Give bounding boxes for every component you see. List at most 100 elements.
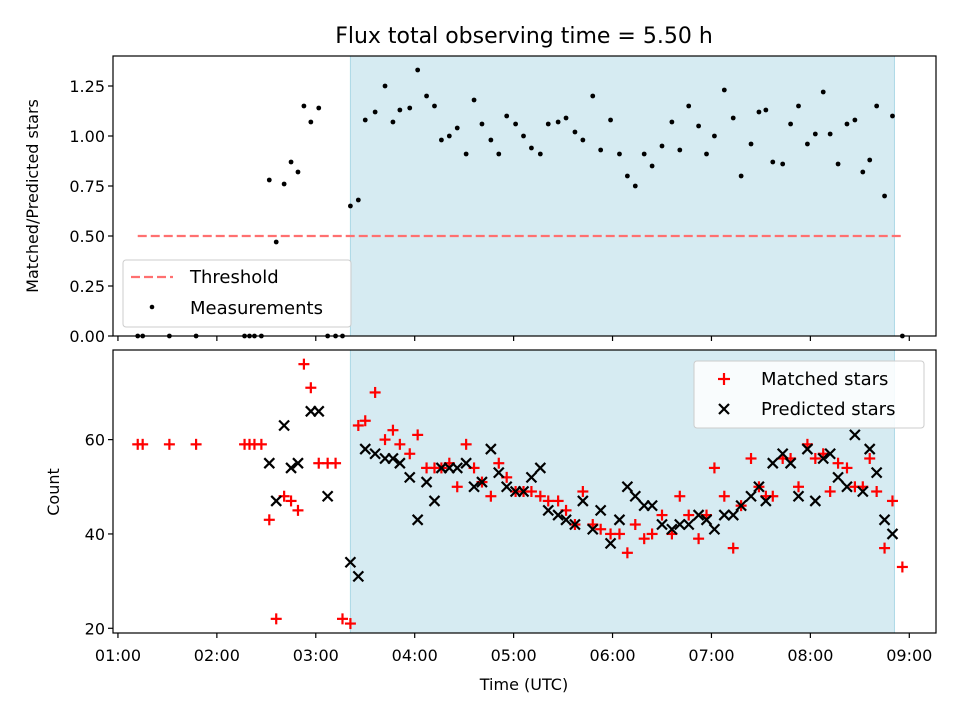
predicted-star-point — [613, 514, 626, 526]
measurement-point — [590, 93, 596, 99]
top-y-tick-label: 1.00 — [69, 127, 105, 146]
matched-star-point — [298, 358, 310, 370]
measurement-point — [288, 159, 294, 165]
measurement-point — [504, 113, 510, 119]
matched-star-point — [387, 424, 399, 436]
predicted-star-point — [735, 499, 747, 512]
measurement-point — [273, 239, 279, 245]
matched-star-point — [394, 438, 406, 450]
measurement-point — [537, 151, 543, 157]
matched-star-point — [255, 438, 267, 450]
matched-star-point — [613, 528, 625, 540]
measurement-point — [424, 93, 429, 99]
measurement-point — [874, 103, 880, 109]
predicted-star-point — [849, 429, 861, 441]
predicted-stars-points — [263, 405, 899, 583]
legend-predicted-swatch — [718, 403, 730, 415]
predicted-star-point — [767, 457, 779, 469]
x-tick-label: 04:00 — [392, 646, 438, 665]
predicted-star-point — [285, 462, 297, 474]
measurement-point — [496, 151, 502, 157]
measurement-point — [738, 173, 744, 179]
measurement-point — [852, 117, 858, 123]
matched-star-point — [809, 452, 821, 464]
matched-star-point — [352, 419, 364, 431]
predicted-star-point — [682, 518, 695, 531]
matched-star-point — [896, 561, 908, 573]
matched-star-point — [727, 542, 739, 554]
top-legend: Threshold Measurements — [122, 259, 352, 328]
legend-measurements-label: Measurements — [190, 298, 323, 319]
measurement-point — [686, 103, 692, 109]
predicted-star-point — [646, 499, 658, 512]
top-panel: Flux total observing time = 5.50 h 0.000… — [23, 24, 937, 346]
measurement-point — [712, 133, 717, 139]
measurement-point — [316, 105, 322, 111]
predicted-star-point — [278, 419, 290, 432]
predicted-star-point — [760, 495, 772, 507]
predicted-star-point — [352, 570, 365, 583]
predicted-star-point — [708, 523, 721, 536]
predicted-star-point — [857, 485, 869, 498]
measurement-point — [696, 123, 701, 129]
measurement-point — [355, 197, 361, 203]
bottom-panel: 20 40 60 01:00 02:00 03:00 04:00 05:00 06:00 07:… — [44, 349, 937, 694]
predicted-star-point — [801, 443, 814, 455]
matched-star-point — [542, 495, 554, 507]
measurement-point — [362, 117, 368, 123]
measurement-point — [372, 109, 378, 115]
matched-star-point — [336, 613, 348, 625]
measurement-point — [788, 121, 793, 127]
measurement-point — [432, 103, 437, 109]
measurement-point — [471, 97, 477, 103]
predicted-star-point — [666, 523, 678, 536]
matched-star-point — [646, 528, 658, 540]
top-y-tick-label: 0.50 — [69, 227, 105, 246]
measurement-point — [649, 163, 655, 169]
measurement-point — [748, 141, 754, 147]
predicted-star-point — [656, 518, 668, 531]
matched-star-point — [493, 457, 505, 469]
matched-star-point — [824, 486, 836, 497]
predicted-star-point — [369, 447, 381, 460]
measurement-point — [617, 151, 622, 157]
predicted-star-point — [263, 457, 276, 469]
measurement-point — [454, 125, 460, 131]
matched-star-point — [552, 495, 564, 507]
matched-star-point — [629, 519, 641, 531]
matched-star-point — [886, 495, 898, 507]
matched-star-point — [292, 504, 304, 516]
matched-star-point — [330, 457, 342, 469]
predicted-star-point — [674, 518, 686, 531]
matched-star-point — [263, 514, 275, 526]
measurement-point — [521, 133, 526, 139]
top-legend-box — [122, 259, 352, 328]
measurement-point — [624, 173, 630, 179]
predicted-star-point — [292, 457, 304, 469]
predicted-star-point — [784, 457, 797, 469]
top-y-tick-label: 1.25 — [69, 77, 105, 96]
matched-star-point — [683, 509, 695, 521]
matched-star-point — [190, 438, 202, 450]
predicted-star-point — [321, 490, 334, 502]
predicted-star-point — [718, 509, 731, 521]
bottom-x-ticks: 01:00 02:00 03:00 04:00 05:00 06:00 07:00 08:00… — [95, 633, 932, 665]
matched-star-point — [841, 462, 853, 474]
predicted-star-point — [534, 462, 547, 474]
matched-star-point — [285, 495, 297, 507]
measurement-point — [820, 89, 826, 95]
x-tick-label: 07:00 — [688, 646, 734, 665]
predicted-star-point — [863, 443, 876, 455]
measurement-point — [659, 143, 665, 149]
matched-star-point — [595, 523, 607, 535]
predicted-star-point — [420, 476, 433, 488]
measurement-point — [446, 133, 452, 139]
predicted-star-point — [886, 528, 899, 540]
predicted-star-point — [344, 556, 357, 569]
matched-star-point — [832, 457, 844, 469]
predicted-star-point — [878, 514, 891, 526]
measurement-point — [488, 137, 494, 143]
predicted-star-point — [824, 447, 836, 460]
matched-star-point — [656, 509, 668, 521]
measurement-point — [632, 183, 638, 189]
